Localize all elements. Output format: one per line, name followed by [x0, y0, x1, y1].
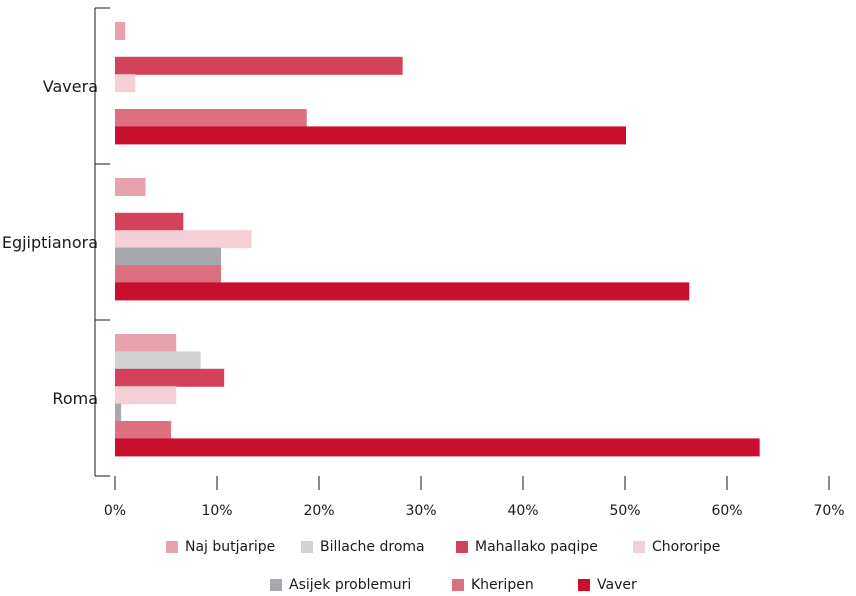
- legend-swatch: [166, 541, 178, 553]
- x-tick-label: 70%: [813, 503, 844, 519]
- legend-label: Mahallako paqipe: [475, 539, 598, 555]
- bar-egjiptianora-asijek-problemuri: [115, 247, 222, 266]
- legend-label: Billache droma: [320, 539, 425, 555]
- legend-swatch: [452, 579, 464, 591]
- bar-roma-chororipe: [115, 386, 177, 405]
- legend-item-asijek-problemuri: Asijek problemuri: [270, 577, 411, 593]
- category-label-roma: Roma: [52, 389, 98, 408]
- category-label-vavera: Vavera: [43, 77, 98, 96]
- legend-item-mahallako-paqipe: Mahallako paqipe: [456, 539, 598, 555]
- bar-roma-asijek-problemuri: [115, 403, 122, 422]
- x-tick-label: 60%: [711, 503, 742, 519]
- legend-swatch: [456, 541, 468, 553]
- bar-roma-mahallako-paqipe: [115, 368, 225, 387]
- bar-roma-billache-droma: [115, 351, 201, 370]
- legend-swatch: [301, 541, 313, 553]
- bar-vavera-mahallako-paqipe: [115, 56, 403, 75]
- bar-egjiptianora-mahallako-paqipe: [115, 212, 184, 231]
- bar-vavera-vaver: [115, 126, 627, 145]
- legend-item-billache-droma: Billache droma: [301, 539, 425, 555]
- bar-egjiptianora-chororipe: [115, 230, 252, 249]
- legend-label: Kheripen: [471, 577, 534, 593]
- x-tick-label: 20%: [303, 503, 334, 519]
- bar-vavera-naj-butjaripe: [115, 22, 126, 40]
- axes-group: Vavera Egjiptianora Roma 0% 10% 20% 30% 40% 50% 6…: [2, 7, 845, 519]
- x-tick-label: 10%: [201, 503, 232, 519]
- legend-swatch: [270, 579, 282, 591]
- legend-item-chororipe: Chororipe: [633, 539, 720, 555]
- bar-roma-kheripen: [115, 421, 172, 439]
- bar-roma-vaver: [115, 438, 760, 457]
- legend-swatch: [633, 541, 645, 553]
- bar-egjiptianora-kheripen: [115, 265, 222, 283]
- bar-egjiptianora-naj-butjaripe: [115, 178, 146, 196]
- legend-swatch: [578, 579, 590, 591]
- legend-label: Vaver: [597, 577, 637, 593]
- x-tick-label: 30%: [405, 503, 436, 519]
- x-tick-label: 40%: [507, 503, 538, 519]
- bar-vavera-kheripen: [115, 109, 307, 127]
- bar-chart: Vavera Egjiptianora Roma 0% 10% 20% 30% 40% 50% 6…: [2, 7, 845, 519]
- category-label-egjiptianora: Egjiptianora: [2, 233, 98, 252]
- legend-label: Asijek problemuri: [289, 577, 412, 593]
- legend-label: Chororipe: [652, 539, 721, 555]
- bar-egjiptianora-vaver: [115, 282, 690, 301]
- legend-item-kheripen: Kheripen: [452, 577, 534, 593]
- bar-vavera-chororipe: [115, 74, 136, 93]
- legend-label: Naj butjaripe: [185, 539, 276, 555]
- bar-roma-naj-butjaripe: [115, 334, 177, 352]
- x-tick-label: 50%: [609, 503, 640, 519]
- bars-group: [115, 22, 760, 457]
- legend-item-naj-butjaripe: Naj butjaripe: [166, 539, 275, 555]
- legend: Naj butjaripe Billache droma Mahallako paq…: [0, 528, 856, 596]
- x-tick-label: 0%: [104, 503, 126, 519]
- legend-item-vaver: Vaver: [578, 577, 637, 593]
